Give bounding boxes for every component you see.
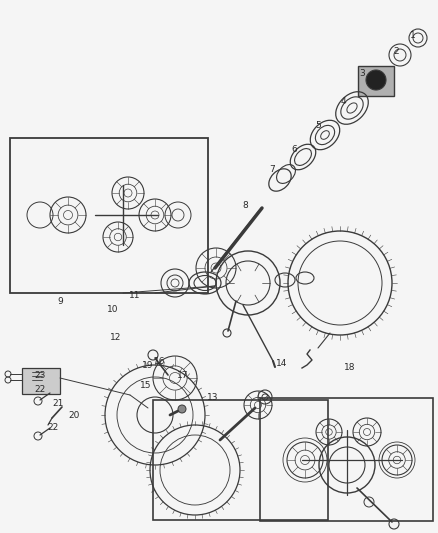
- Text: 5: 5: [315, 122, 321, 131]
- Text: 15: 15: [140, 381, 152, 390]
- Text: 22: 22: [47, 423, 59, 432]
- Text: 12: 12: [110, 334, 122, 343]
- Text: 17: 17: [177, 370, 189, 379]
- Text: 21: 21: [52, 399, 64, 408]
- Bar: [153, 400, 328, 520]
- Text: 1: 1: [410, 30, 416, 39]
- Text: 4: 4: [340, 96, 346, 106]
- Text: 3: 3: [359, 69, 365, 78]
- Text: 22: 22: [34, 385, 46, 394]
- Text: 14: 14: [276, 359, 288, 367]
- Bar: [10, 138, 208, 293]
- Text: 8: 8: [242, 200, 248, 209]
- Text: 16: 16: [154, 358, 166, 367]
- Text: 20: 20: [68, 410, 80, 419]
- Text: 2: 2: [393, 47, 399, 56]
- Text: 11: 11: [129, 292, 141, 301]
- Bar: [358, 66, 394, 96]
- Text: 23: 23: [34, 370, 46, 379]
- Bar: [260, 398, 433, 521]
- Text: 13: 13: [207, 392, 219, 401]
- Circle shape: [178, 405, 186, 413]
- Text: 19: 19: [142, 361, 154, 370]
- Text: 7: 7: [269, 166, 275, 174]
- Circle shape: [366, 70, 386, 90]
- Bar: [22, 368, 60, 394]
- Text: 6: 6: [291, 146, 297, 155]
- Text: 18: 18: [344, 364, 356, 373]
- Text: 9: 9: [57, 297, 63, 306]
- Text: 10: 10: [107, 305, 119, 314]
